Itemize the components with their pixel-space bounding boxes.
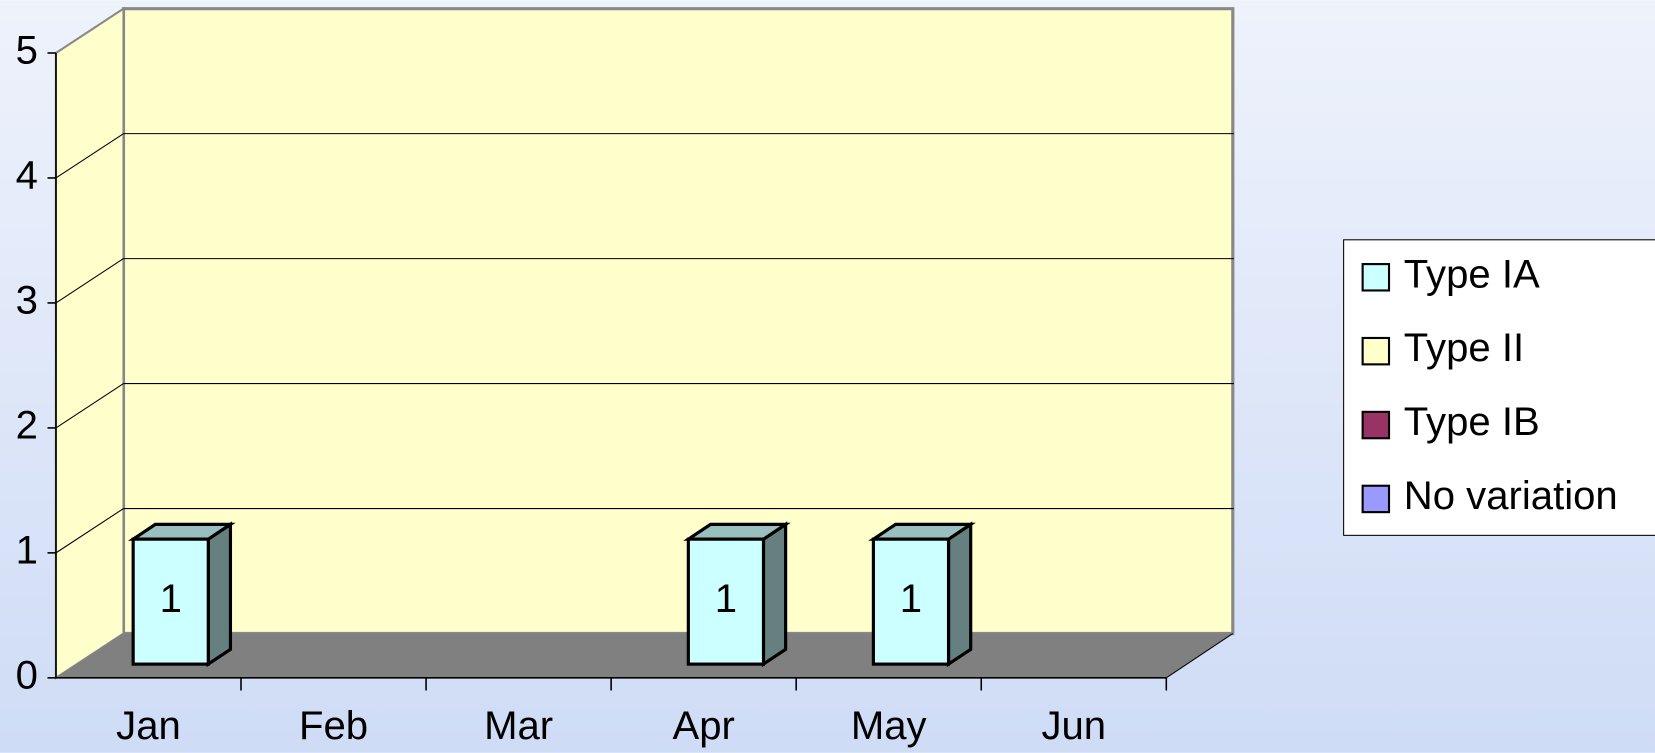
y-tick-label: 0 bbox=[16, 653, 38, 697]
bar-side bbox=[761, 521, 788, 668]
x-tick-label: Apr bbox=[672, 704, 734, 748]
bar-side bbox=[206, 521, 233, 668]
grid-line bbox=[55, 383, 124, 429]
back-wall bbox=[121, 7, 1235, 636]
legend-swatch bbox=[1361, 263, 1391, 292]
legend-swatch bbox=[1361, 410, 1391, 440]
bar-side bbox=[946, 521, 973, 668]
data-label: 1 bbox=[900, 577, 922, 621]
x-tick-label: Mar bbox=[484, 704, 553, 748]
y-tick-label: 3 bbox=[16, 279, 38, 323]
floor-edge bbox=[1166, 633, 1234, 679]
grid-line bbox=[55, 258, 124, 304]
y-tick-label: 5 bbox=[16, 29, 38, 73]
legend-swatch bbox=[1361, 336, 1391, 366]
x-tick-label: May bbox=[851, 704, 927, 748]
x-tick-label: Jan bbox=[116, 704, 181, 748]
y-tick-label: 4 bbox=[16, 154, 38, 198]
side-wall bbox=[54, 6, 125, 680]
data-label: 1 bbox=[715, 577, 737, 621]
y-tick-label: 1 bbox=[16, 528, 38, 572]
legend-label: Type II bbox=[1404, 326, 1524, 370]
bar bbox=[686, 537, 766, 666]
data-label: 1 bbox=[160, 577, 182, 621]
grid-line bbox=[55, 133, 124, 179]
y-tick-label: 2 bbox=[16, 403, 38, 447]
grid-line bbox=[55, 508, 124, 554]
legend-label: Type IB bbox=[1404, 400, 1540, 444]
legend bbox=[1343, 239, 1655, 536]
legend-swatch bbox=[1361, 484, 1391, 514]
bar bbox=[131, 537, 210, 666]
legend-label: No variation bbox=[1404, 474, 1618, 518]
x-tick-label: Jun bbox=[1041, 704, 1106, 748]
bar bbox=[871, 537, 951, 666]
legend-label: Type IA bbox=[1404, 252, 1540, 296]
x-tick-label: Feb bbox=[299, 704, 368, 748]
floor bbox=[55, 633, 1233, 678]
